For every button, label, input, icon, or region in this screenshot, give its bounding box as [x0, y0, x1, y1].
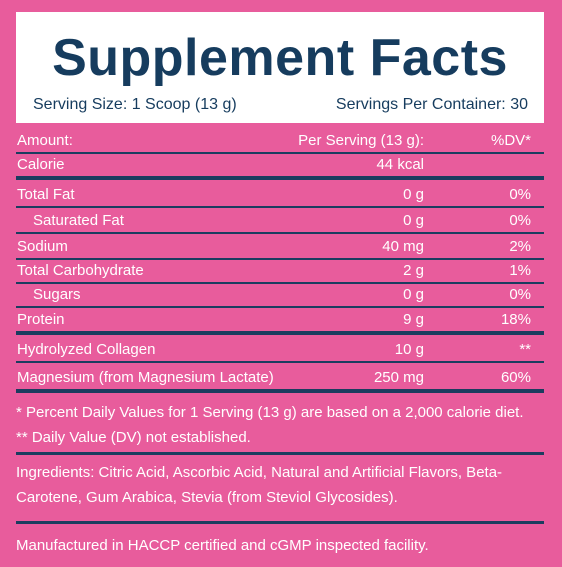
- page-title: Supplement Facts: [52, 29, 508, 87]
- footnotes: * Percent Daily Values for 1 Serving (13…: [16, 400, 544, 450]
- table-row: Protein 9 g 18%: [16, 308, 544, 335]
- facts-header: Supplement Facts Serving Size: 1 Scoop (…: [16, 12, 544, 123]
- divider: [16, 452, 544, 455]
- column-header-amount: Amount:: [17, 132, 73, 149]
- table-row: Magnesium (from Magnesium Lactate) 250 m…: [16, 363, 544, 393]
- nutrient-name: Calorie: [17, 156, 65, 173]
- nutrient-amount: 44 kcal: [376, 156, 424, 173]
- table-row: Total Carbohydrate 2 g 1%: [16, 260, 544, 284]
- nutrient-name: Sugars: [33, 286, 81, 303]
- nutrient-dv: **: [519, 341, 531, 358]
- nutrient-dv: 2%: [509, 238, 531, 255]
- nutrient-dv: 0%: [509, 186, 531, 203]
- table-header-row: Amount: Per Serving (13 g): %DV*: [16, 130, 544, 154]
- nutrient-name: Total Fat: [17, 186, 75, 203]
- nutrient-name: Saturated Fat: [33, 212, 124, 229]
- column-header-dv: %DV*: [490, 132, 531, 149]
- servings-per-container: Servings Per Container: 30: [335, 96, 528, 113]
- nutrient-name: Total Carbohydrate: [17, 262, 144, 279]
- nutrient-dv: 1%: [509, 262, 531, 279]
- nutrient-amount: 0 g: [403, 286, 424, 303]
- nutrient-amount: 40 mg: [382, 238, 424, 255]
- column-header-per-serving: Per Serving (13 g):: [298, 132, 424, 149]
- nutrient-amount: 0 g: [403, 212, 424, 229]
- divider: [16, 521, 544, 524]
- nutrient-table: Amount: Per Serving (13 g): %DV* Calorie…: [16, 130, 544, 393]
- table-row: Calorie 44 kcal: [16, 154, 544, 180]
- nutrient-dv: 18%: [500, 311, 531, 328]
- table-row: Hydrolyzed Collagen 10 g **: [16, 335, 544, 363]
- nutrient-name: Hydrolyzed Collagen: [17, 341, 156, 358]
- nutrient-dv: 60%: [500, 369, 531, 386]
- table-row: Total Fat 0 g 0%: [16, 180, 544, 208]
- nutrient-dv: 0%: [509, 286, 531, 303]
- nutrient-amount: 2 g: [403, 262, 424, 279]
- nutrient-name: Magnesium (from Magnesium Lactate): [17, 369, 274, 386]
- manufacturing-statement: Manufactured in HACCP certified and cGMP…: [16, 537, 429, 554]
- serving-size: Serving Size: 1 Scoop (13 g): [33, 96, 237, 113]
- ingredients-text: Ingredients: Citric Acid, Ascorbic Acid,…: [16, 464, 503, 506]
- table-row: Sugars 0 g 0%: [16, 284, 544, 308]
- table-row: Saturated Fat 0 g 0%: [16, 208, 544, 234]
- nutrient-amount: 0 g: [403, 186, 424, 203]
- nutrient-name: Protein: [17, 311, 65, 328]
- not-established-footnote: ** Daily Value (DV) not established.: [16, 429, 251, 446]
- nutrient-dv: 0%: [509, 212, 531, 229]
- nutrient-amount: 10 g: [394, 341, 424, 358]
- table-row: Sodium 40 mg 2%: [16, 234, 544, 260]
- nutrient-amount: 9 g: [403, 311, 424, 328]
- nutrient-amount: 250 mg: [373, 369, 424, 386]
- nutrient-name: Sodium: [17, 238, 68, 255]
- dv-footnote: * Percent Daily Values for 1 Serving (13…: [16, 404, 524, 421]
